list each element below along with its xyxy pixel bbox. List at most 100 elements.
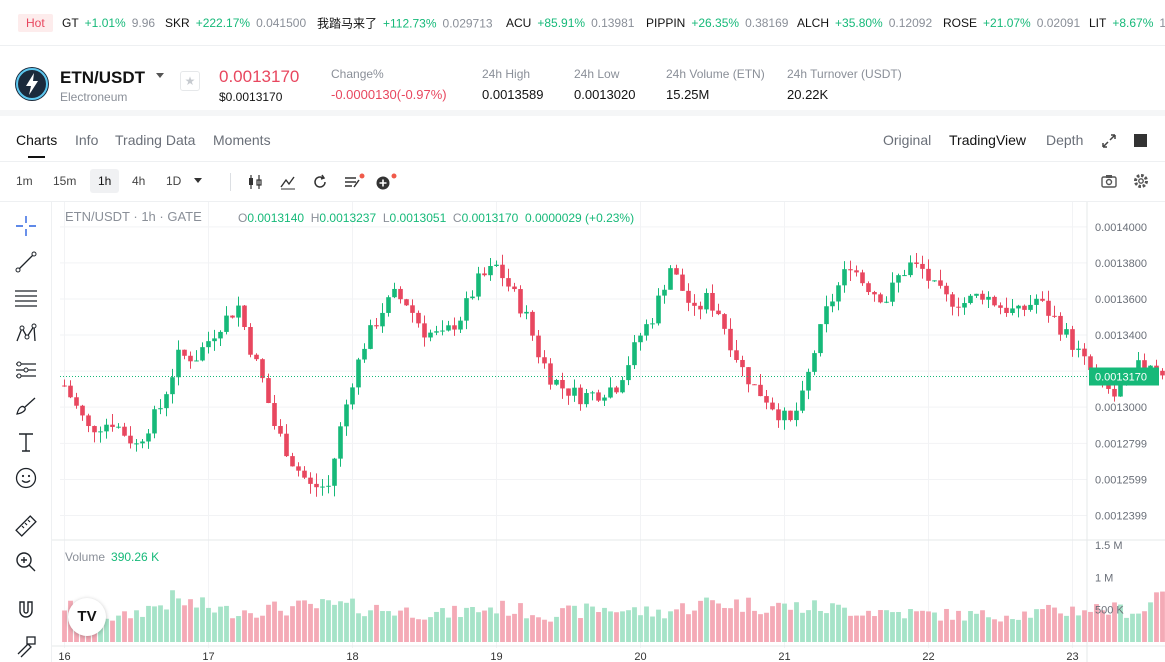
volume-bar [1136,613,1141,642]
stat-value: 0.0013020 [574,87,636,102]
view-depth[interactable]: Depth [1046,132,1084,148]
volume-bar [398,610,403,642]
zoom-in-icon[interactable] [14,550,38,574]
ticker-change: +35.80% [835,16,883,30]
ticker-item[interactable]: LIT +8.67% 1. [1089,16,1165,30]
chevron-down-icon[interactable] [156,73,164,78]
candle-body [590,392,595,394]
volume-bar [296,600,301,642]
tab-info[interactable]: Info [75,132,99,148]
tab-charts[interactable]: Charts [16,132,58,158]
ohlc-low: 0.0013051 [389,211,447,225]
fib-lines-icon[interactable] [14,286,38,310]
ticker-item[interactable]: ALCH +35.80% 0.12092 [797,16,932,30]
volume-bar [788,609,793,642]
replay-icon[interactable] [310,172,330,192]
volume-bar [308,603,313,642]
time-tick-label: 18 [346,651,358,662]
projection-icon[interactable] [14,358,38,382]
chart-canvas[interactable]: 0.0014000 0.0013800 0.0013600 0.0013400 0.00… [52,202,1165,662]
pair-selector[interactable]: ETN/USDT [60,68,145,87]
emoji-icon[interactable] [14,466,38,490]
candle-body [1070,329,1075,350]
layout-icon[interactable] [1134,134,1147,147]
view-tradingview[interactable]: TradingView [949,132,1027,148]
hot-badge[interactable]: Hot [18,14,53,32]
interval-1m[interactable]: 1m [16,174,33,188]
tradingview-logo-icon[interactable]: TV [68,598,106,636]
volume-bar [884,610,889,642]
interval-dropdown-icon[interactable] [194,178,202,183]
candle-body [122,426,127,436]
tab-moments[interactable]: Moments [213,132,271,148]
text-tool-icon[interactable] [14,430,38,454]
candle-body [872,292,877,295]
crosshair-icon[interactable] [14,214,38,238]
candle-body [320,486,325,488]
volume-bar [476,612,481,642]
ticker-item[interactable]: ROSE +21.07% 0.02091 [943,16,1080,30]
lock-drawings-icon[interactable] [14,634,38,658]
ruler-icon[interactable] [14,514,38,538]
candle-body [350,387,355,405]
candle-body [110,424,115,427]
interval-15m[interactable]: 15m [53,174,77,188]
ticker-item[interactable]: 我踏马来了 +112.73% 0.029713 [317,15,493,32]
ohlc-l-label: L [382,211,390,225]
candle-body [512,286,517,290]
candle-body [1112,388,1117,397]
ticker-item[interactable]: GT +1.01% 9.96 [62,16,155,30]
volume-bar [1058,613,1063,642]
favorite-star-icon[interactable]: ★ [180,71,200,91]
settings-gear-icon[interactable] [1132,172,1152,192]
candle-body [386,297,391,313]
indicators-icon[interactable] [278,172,298,192]
add-indicator-icon[interactable] [375,172,397,192]
candle-body [152,409,157,434]
ticker-item[interactable]: PIPPIN +26.35% 0.38169 [646,16,788,30]
volume-bar [254,617,259,642]
brush-icon[interactable] [14,394,38,418]
volume-bar [590,606,595,642]
volume-bar [524,618,529,642]
trend-line-icon[interactable] [14,250,38,274]
camera-icon[interactable] [1100,172,1120,192]
volume-bar [1148,602,1153,642]
candle-type-icon[interactable] [245,172,265,192]
interval-1h[interactable]: 1h [90,169,120,193]
volume-bar [116,615,121,642]
volume-bar [500,600,505,642]
candle-body [920,263,925,269]
candle-body [158,408,163,410]
ticker-symbol: ROSE [943,16,978,30]
ticker-price: 0.13981 [591,16,635,30]
tradingview-chart[interactable]: 0.0014000 0.0013800 0.0013600 0.0013400 0.00… [52,202,1165,662]
fullscreen-icon[interactable] [1101,133,1117,154]
tab-trading-data[interactable]: Trading Data [115,132,196,148]
candle-body [104,424,109,432]
volume-bar [134,610,139,642]
candle-body [596,392,601,401]
interval-1d[interactable]: 1D [166,174,182,188]
candle-body [734,350,739,360]
candle-body [824,306,829,325]
ticker-item[interactable]: SKR +222.17% 0.041500 [165,16,306,30]
candle-body [548,363,553,385]
pattern-icon[interactable] [14,322,38,346]
magnet-icon[interactable] [14,598,38,622]
templates-icon[interactable] [343,172,365,192]
candle-body [1118,384,1123,397]
ticker-price: 0.041500 [256,16,307,30]
candle-body [260,359,265,379]
volume-bar [530,615,535,642]
candle-body [68,385,73,398]
candle-body [506,278,511,287]
coin-name: Electroneum [60,90,128,104]
interval-4h[interactable]: 4h [132,174,146,188]
ticker-item[interactable]: ACU +85.91% 0.13981 [506,16,634,30]
view-original[interactable]: Original [883,132,932,148]
time-tick-label: 17 [202,651,214,662]
candle-body [98,431,103,433]
volume-bar [194,607,199,642]
volume-bar [98,618,103,642]
